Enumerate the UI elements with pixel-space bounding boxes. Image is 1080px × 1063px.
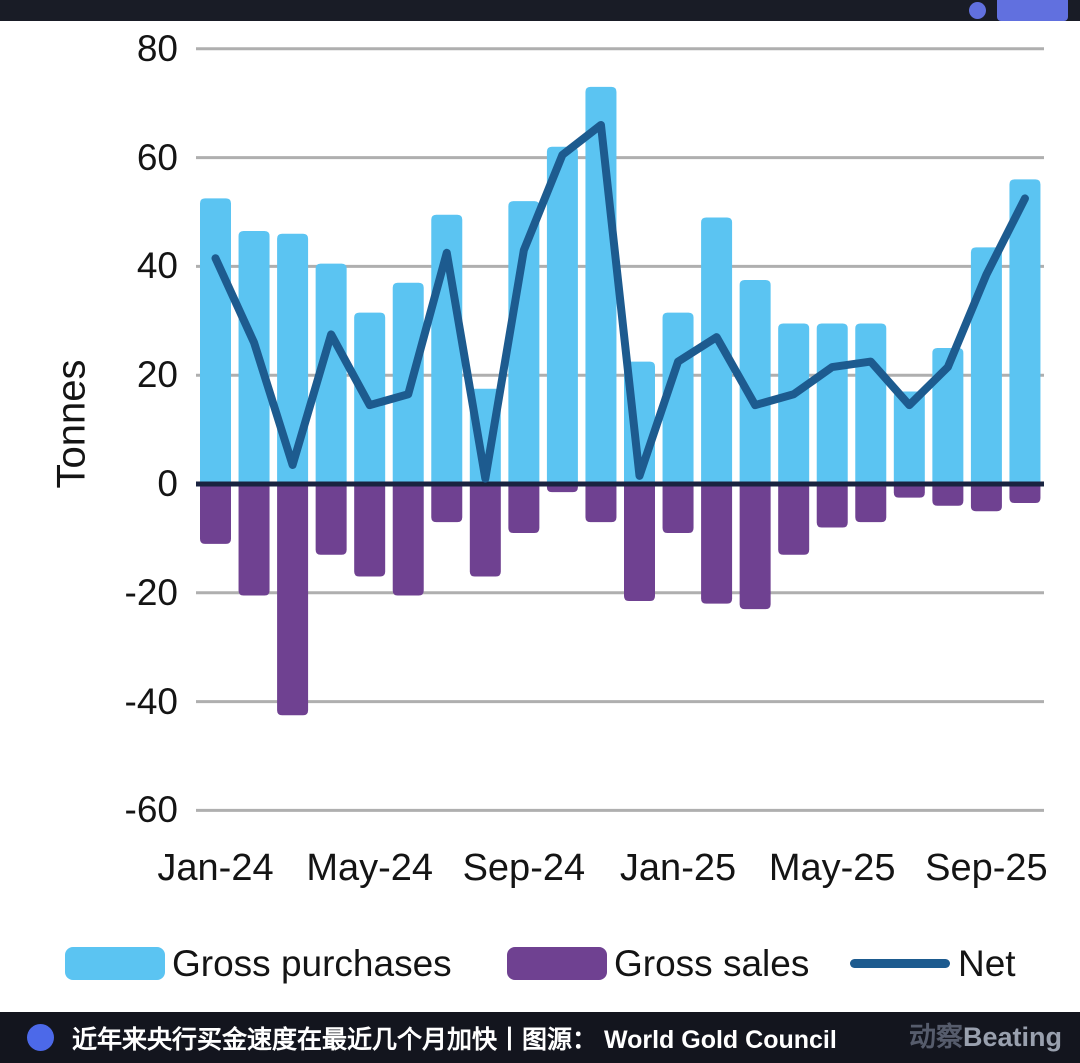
bar-gross-purchases xyxy=(701,217,733,484)
bar-gross-purchases xyxy=(315,263,347,484)
legend-swatch-gross-sales xyxy=(507,947,607,980)
legend-line-net xyxy=(850,959,950,968)
legend-label-net: Net xyxy=(958,943,1016,984)
y-tick-label: 40 xyxy=(136,245,178,287)
bar-gross-purchases xyxy=(893,391,925,484)
bar-gross-sales xyxy=(200,484,231,544)
y-tick-label: 20 xyxy=(136,354,178,396)
bar-gross-sales xyxy=(816,484,848,528)
bar-gross-sales xyxy=(277,484,309,716)
bar-gross-sales xyxy=(701,484,733,604)
y-tick-label: -20 xyxy=(124,571,178,613)
top-bar-pill xyxy=(997,0,1068,21)
bar-gross-purchases xyxy=(508,201,540,484)
bar-gross-sales xyxy=(508,484,540,533)
x-tick-label: May-24 xyxy=(306,847,434,889)
bar-gross-sales xyxy=(778,484,810,555)
bar-gross-purchases xyxy=(778,323,810,484)
bar-gross-purchases xyxy=(932,348,964,484)
bar-gross-purchases xyxy=(739,280,771,484)
bar-gross-sales xyxy=(469,484,501,577)
zero-axis-line xyxy=(196,481,1044,487)
bar-gross-sales xyxy=(238,484,270,596)
caption-bar: 近年来央行买金速度在最近几个月加快丨图源： World Gold Council… xyxy=(0,1012,1080,1063)
y-tick-label: -40 xyxy=(124,680,178,722)
chart-area: 80 60 40 20 0 -20 -40 -60 Jan-24 May-24 Sep-24 Jan… xyxy=(0,21,1080,1012)
x-tick-label: Sep-25 xyxy=(925,847,1048,889)
chart-plot xyxy=(196,47,1044,812)
caption-text: 近年来央行买金速度在最近几个月加快丨图源： World Gold Council xyxy=(72,1025,837,1054)
bar-gross-sales xyxy=(354,484,386,577)
y-tick-label: 80 xyxy=(136,27,178,69)
legend-swatch-gross-purchases xyxy=(65,947,165,980)
y-tick-label: 0 xyxy=(157,463,178,504)
net-line xyxy=(211,120,1029,483)
bar-gross-purchases xyxy=(238,231,270,484)
brand-logo: 动察Beating xyxy=(909,1012,1062,1063)
bar-gross-sales xyxy=(431,484,463,523)
bar-gross-purchases xyxy=(200,198,231,484)
bar-gross-sales xyxy=(392,484,424,596)
bar-gross-purchases xyxy=(855,323,887,484)
y-tick-label: -60 xyxy=(124,789,178,831)
bar-gross-sales xyxy=(662,484,694,533)
x-tick-label: May-25 xyxy=(768,847,896,889)
brand-logo-en: Beating xyxy=(962,1022,1062,1052)
top-bar-dot-icon xyxy=(969,2,986,19)
bar-gross-purchases xyxy=(816,323,848,484)
bar-gross-sales xyxy=(932,484,964,506)
bar-gross-purchases xyxy=(970,247,1002,484)
bar-gross-sales xyxy=(315,484,347,555)
x-tick-label: Jan-24 xyxy=(157,847,274,889)
bar-gross-sales xyxy=(585,484,617,523)
brand-logo-cn: 动察 xyxy=(908,1022,963,1052)
bar-gross-sales xyxy=(970,484,1002,512)
y-tick-label: 60 xyxy=(136,136,178,178)
bar-gross-purchases xyxy=(1009,179,1041,485)
bar-gross-purchases xyxy=(546,146,578,484)
x-tick-label: Sep-24 xyxy=(462,847,586,889)
bar-gross-sales xyxy=(1009,484,1041,504)
legend-label-gross-purchases: Gross purchases xyxy=(172,943,452,984)
bar-gross-purchases xyxy=(277,233,309,484)
bar-gross-sales xyxy=(893,484,925,498)
bar-gross-sales xyxy=(739,484,771,610)
y-axis-title: Tonnes xyxy=(49,359,94,489)
bar-gross-sales xyxy=(624,484,655,601)
top-bar xyxy=(0,0,1080,21)
caption-bullet-icon xyxy=(27,1024,54,1051)
bar-gross-sales xyxy=(855,484,887,523)
legend-label-gross-sales: Gross sales xyxy=(614,943,810,984)
x-tick-label: Jan-25 xyxy=(619,847,737,889)
